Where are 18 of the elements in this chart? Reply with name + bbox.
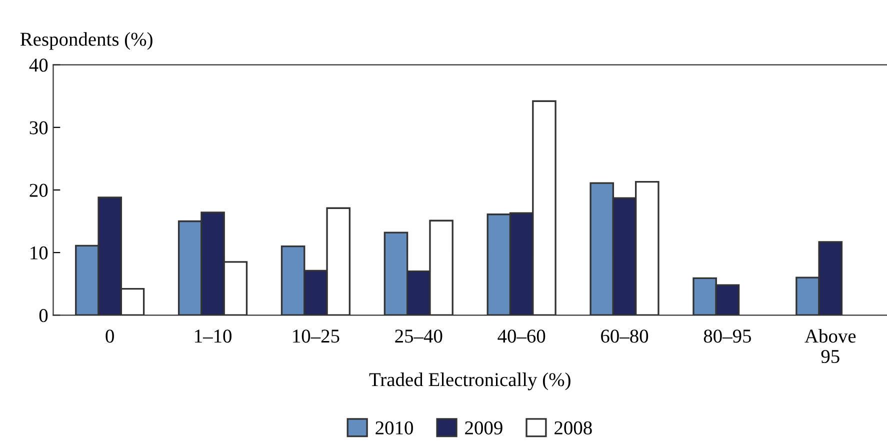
x-tick-label: 60–80 [601,330,648,343]
x-axis-title: Traded Electronically (%) [369,372,570,390]
x-tick-label: 40–60 [498,330,546,343]
y-tick-label: 30 [30,121,48,134]
x-tick-label: 10–25 [293,330,340,343]
y-tick-label: 10 [30,246,48,260]
x-tick-label: 25–40 [395,330,442,343]
legend-label: 2009 [465,421,502,434]
x-tick-label: 80–95 [704,330,751,343]
x-tick-label: Above 95 [804,329,856,364]
x-tick-label: 0 [106,330,114,343]
y-axis-title: Respondents (%) [20,32,152,50]
y-tick-label: 20 [30,184,48,197]
x-tick-label: 1–10 [195,330,232,343]
y-tick-label: 40 [29,58,48,72]
y-tick-label: 0 [39,308,48,322]
legend-label: 2010 [376,421,413,434]
legend-label: 2008 [554,421,592,434]
